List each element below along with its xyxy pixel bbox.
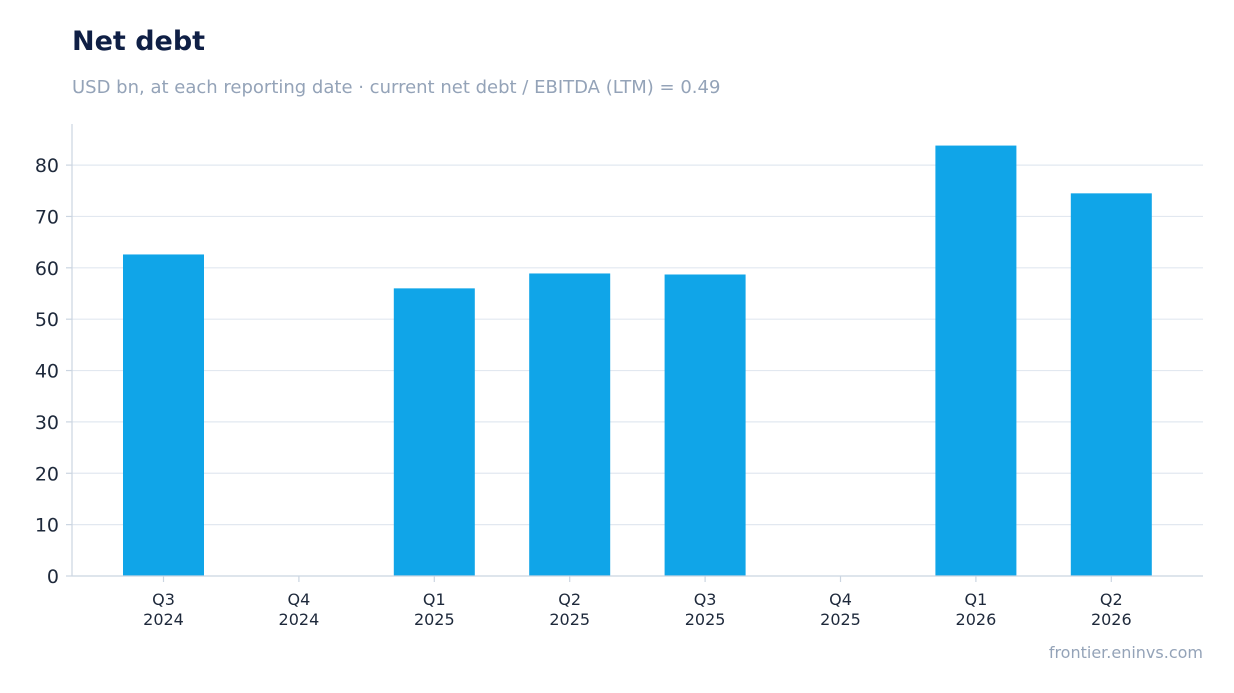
y-tick-label: 10 bbox=[35, 515, 59, 537]
y-tick-labels: 0 10 20 30 40 50 60 70 80 bbox=[35, 155, 59, 588]
bars bbox=[123, 145, 1152, 577]
bar bbox=[1070, 193, 1152, 576]
bar bbox=[664, 274, 746, 576]
x-tick-label-quarter: Q1 bbox=[423, 590, 446, 609]
y-tick-label: 0 bbox=[47, 566, 59, 588]
x-tick-label-year: 2025 bbox=[549, 610, 590, 629]
x-tick-label-quarter: Q2 bbox=[558, 590, 581, 609]
x-tick-label-quarter: Q2 bbox=[1100, 590, 1123, 609]
y-tick-label: 70 bbox=[35, 206, 59, 228]
y-tick-label: 20 bbox=[35, 463, 59, 485]
x-tick-label-year: 2026 bbox=[1091, 610, 1132, 629]
y-tick-label: 40 bbox=[35, 361, 59, 383]
chart-subtitle: USD bn, at each reporting date · current… bbox=[72, 77, 721, 98]
x-tick-labels: Q32024Q42024Q12025Q22025Q32025Q42025Q120… bbox=[143, 590, 1132, 629]
x-tick-label-year: 2024 bbox=[279, 610, 320, 629]
bar bbox=[393, 288, 475, 576]
x-tick-label-quarter: Q3 bbox=[694, 590, 717, 609]
chart-title: Net debt bbox=[72, 26, 206, 57]
x-tick-label-year: 2025 bbox=[820, 610, 861, 629]
y-tick-label: 50 bbox=[35, 309, 59, 331]
x-tick-label-quarter: Q4 bbox=[829, 590, 852, 609]
x-tick-label-quarter: Q1 bbox=[965, 590, 988, 609]
x-tick-label-year: 2024 bbox=[143, 610, 184, 629]
axes bbox=[66, 124, 1203, 582]
y-tick-label: 30 bbox=[35, 412, 59, 434]
x-tick-label-quarter: Q4 bbox=[288, 590, 311, 609]
x-tick-label-year: 2026 bbox=[956, 610, 997, 629]
gridlines bbox=[72, 164, 1203, 526]
bar bbox=[123, 254, 204, 577]
y-tick-label: 60 bbox=[35, 258, 59, 280]
bar bbox=[935, 145, 1017, 576]
bar bbox=[529, 273, 611, 576]
x-tick-label-quarter: Q3 bbox=[152, 590, 175, 609]
y-tick-label: 80 bbox=[35, 155, 59, 177]
source-credit: frontier.eninvs.com bbox=[1048, 643, 1203, 662]
x-tick-label-year: 2025 bbox=[685, 610, 726, 629]
x-tick-label-year: 2025 bbox=[414, 610, 455, 629]
